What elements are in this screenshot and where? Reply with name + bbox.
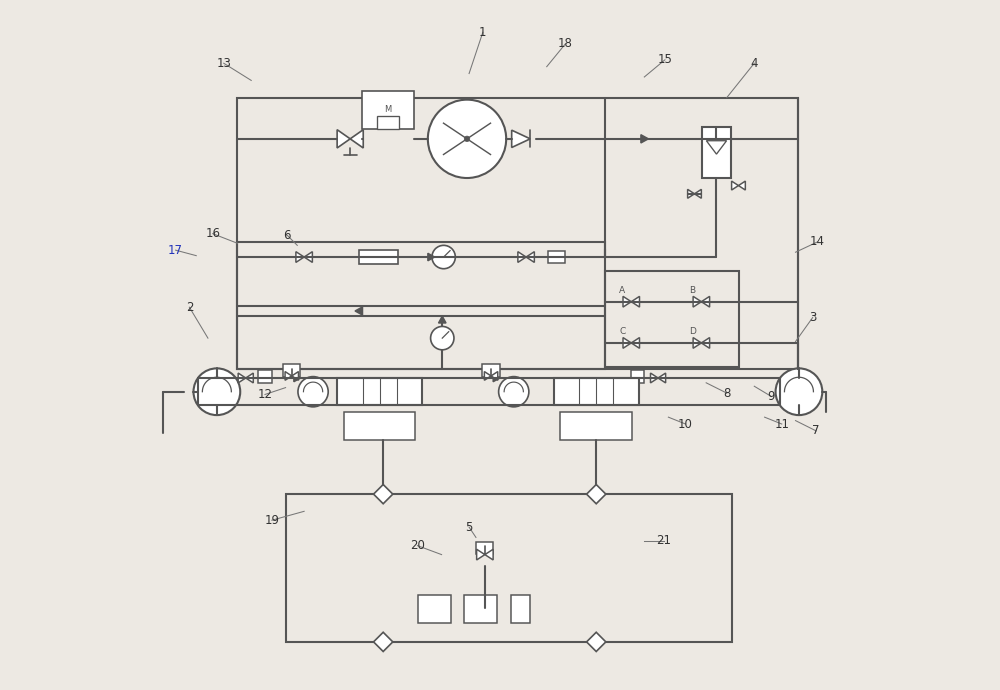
Bar (548, 251, 565, 263)
Text: 8: 8 (723, 386, 730, 400)
Polygon shape (693, 296, 701, 307)
Text: A: A (619, 286, 625, 295)
Polygon shape (732, 181, 738, 190)
Polygon shape (350, 130, 363, 148)
Polygon shape (688, 189, 694, 198)
Bar (359, 250, 398, 264)
Bar (286, 494, 732, 642)
Circle shape (499, 377, 529, 407)
Polygon shape (526, 252, 534, 262)
Text: 9: 9 (768, 390, 775, 403)
Polygon shape (693, 337, 701, 348)
Text: B: B (689, 286, 695, 295)
Polygon shape (738, 181, 745, 190)
Polygon shape (512, 130, 530, 148)
Bar (337, 378, 422, 406)
Polygon shape (623, 296, 631, 307)
Text: 19: 19 (264, 514, 279, 526)
Polygon shape (518, 252, 526, 262)
Circle shape (428, 99, 506, 178)
Polygon shape (374, 484, 393, 504)
Polygon shape (493, 374, 500, 382)
Bar (560, 413, 632, 440)
Bar (418, 595, 451, 622)
Text: 20: 20 (410, 539, 425, 552)
Polygon shape (485, 549, 493, 560)
Circle shape (432, 246, 455, 268)
Polygon shape (477, 549, 485, 560)
Bar (237, 97, 798, 369)
Polygon shape (285, 372, 292, 380)
Text: 4: 4 (751, 57, 758, 70)
Text: 7: 7 (812, 424, 820, 437)
Polygon shape (587, 632, 606, 651)
Bar (702, 127, 731, 178)
Text: 13: 13 (216, 57, 231, 70)
Circle shape (193, 368, 240, 415)
Bar (344, 413, 415, 440)
Polygon shape (238, 373, 246, 383)
Polygon shape (694, 189, 701, 198)
Bar (258, 371, 272, 383)
Bar (362, 90, 414, 128)
Polygon shape (641, 135, 648, 143)
Circle shape (298, 377, 328, 407)
Polygon shape (246, 373, 253, 383)
Polygon shape (292, 372, 298, 380)
Polygon shape (484, 372, 491, 380)
Circle shape (464, 136, 470, 141)
Polygon shape (355, 307, 363, 315)
Text: C: C (619, 328, 625, 337)
Text: 17: 17 (168, 244, 183, 257)
Bar (476, 542, 493, 554)
Polygon shape (294, 374, 301, 382)
Bar (283, 364, 300, 377)
Text: 18: 18 (558, 37, 573, 50)
Polygon shape (296, 252, 304, 262)
Bar (237, 242, 605, 369)
Bar (511, 595, 530, 622)
Text: 21: 21 (656, 534, 671, 547)
Text: 16: 16 (205, 227, 220, 240)
Polygon shape (701, 296, 710, 307)
Polygon shape (623, 337, 631, 348)
Bar (464, 595, 497, 622)
Text: 10: 10 (678, 417, 693, 431)
Text: 2: 2 (186, 301, 193, 314)
Text: 1: 1 (479, 26, 487, 39)
Polygon shape (428, 253, 435, 261)
Polygon shape (337, 130, 350, 148)
Text: M: M (384, 106, 392, 115)
Circle shape (431, 326, 454, 350)
Polygon shape (631, 296, 640, 307)
Text: 14: 14 (810, 235, 825, 248)
Polygon shape (587, 484, 606, 504)
Polygon shape (374, 632, 393, 651)
Polygon shape (658, 373, 666, 383)
Bar (631, 371, 644, 383)
Polygon shape (438, 316, 446, 323)
Polygon shape (701, 337, 710, 348)
Bar (554, 378, 639, 406)
Text: 12: 12 (257, 388, 272, 401)
Bar (482, 364, 500, 377)
Circle shape (776, 368, 822, 415)
Text: 5: 5 (465, 521, 473, 533)
Text: 3: 3 (809, 311, 816, 324)
Text: 15: 15 (657, 53, 672, 66)
Text: 6: 6 (283, 228, 291, 242)
Bar (377, 116, 399, 128)
Text: 11: 11 (774, 417, 789, 431)
Text: D: D (689, 328, 696, 337)
Polygon shape (491, 372, 498, 380)
Polygon shape (304, 252, 312, 262)
Polygon shape (651, 373, 658, 383)
Polygon shape (631, 337, 640, 348)
Bar (605, 270, 739, 367)
